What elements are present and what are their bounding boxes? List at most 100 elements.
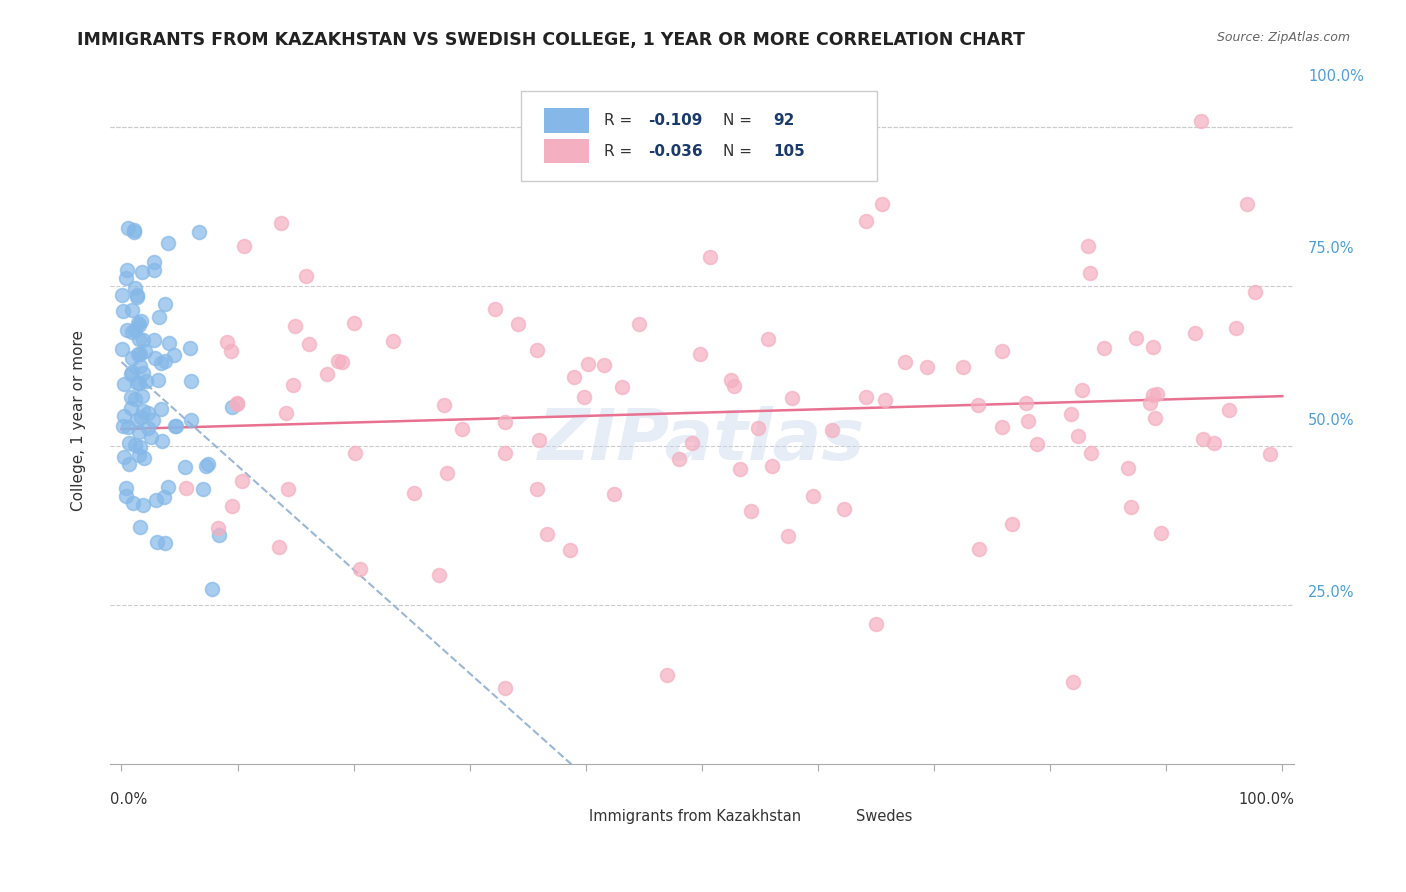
Point [128, 318, 150, 333]
Point [114, 489, 136, 503]
Point [120, 401, 142, 415]
Point [966, 398, 988, 412]
FancyBboxPatch shape [548, 809, 581, 824]
Point [436, 466, 458, 480]
Point [655, 668, 678, 682]
Point [382, 334, 405, 348]
Point [1139, 396, 1161, 410]
Point [225, 397, 247, 411]
Point [122, 225, 145, 239]
Point [527, 434, 550, 448]
Point [1077, 239, 1099, 253]
Point [124, 280, 146, 294]
Point [180, 413, 202, 427]
Point [141, 412, 163, 426]
Point [269, 540, 291, 554]
Point [494, 681, 516, 695]
Point [221, 400, 243, 414]
Point [112, 409, 135, 424]
Point [1080, 446, 1102, 460]
Point [699, 250, 721, 264]
Point [427, 567, 450, 582]
Point [281, 377, 304, 392]
Point [219, 344, 242, 359]
Point [1078, 266, 1101, 280]
Point [967, 542, 990, 557]
Point [124, 438, 146, 452]
Point [1060, 407, 1083, 421]
Point [197, 458, 219, 472]
Point [207, 521, 229, 535]
Point [276, 406, 298, 420]
Point [574, 390, 596, 404]
Point [148, 310, 170, 325]
Text: Immigrants from Kazakhstan: Immigrants from Kazakhstan [589, 809, 801, 823]
Point [870, 197, 893, 211]
Point [112, 450, 135, 465]
Point [1142, 388, 1164, 402]
Point [128, 425, 150, 439]
Point [188, 225, 211, 239]
Point [628, 317, 651, 331]
Point [668, 451, 690, 466]
Point [349, 561, 371, 575]
Point [128, 359, 150, 373]
Point [990, 419, 1012, 434]
Point [801, 489, 824, 503]
Point [157, 335, 180, 350]
Point [231, 474, 253, 488]
Point [132, 367, 155, 381]
Point [1142, 339, 1164, 353]
Point [118, 435, 141, 450]
Point [562, 369, 585, 384]
Point [150, 434, 173, 448]
Point [125, 288, 148, 302]
Point [112, 376, 135, 391]
Point [117, 419, 139, 434]
Point [1204, 436, 1226, 450]
Point [174, 481, 197, 495]
Point [125, 413, 148, 427]
FancyBboxPatch shape [520, 91, 877, 181]
FancyBboxPatch shape [544, 138, 589, 163]
Point [146, 535, 169, 549]
Point [915, 360, 938, 375]
Point [756, 332, 779, 346]
Point [536, 527, 558, 541]
Point [1192, 432, 1215, 446]
Point [180, 374, 202, 388]
Point [226, 395, 249, 409]
Point [720, 373, 742, 387]
Text: -0.109: -0.109 [648, 113, 703, 128]
Point [120, 390, 142, 404]
Point [294, 269, 316, 284]
Point [284, 318, 307, 333]
Point [1258, 447, 1281, 461]
Point [776, 528, 799, 542]
Point [298, 337, 321, 351]
Point [593, 358, 616, 372]
Point [277, 482, 299, 496]
Point [344, 445, 367, 459]
Point [191, 482, 214, 496]
Point [149, 401, 172, 416]
Point [484, 301, 506, 316]
Point [136, 405, 159, 419]
Point [157, 480, 180, 494]
Point [142, 262, 165, 277]
Point [855, 390, 877, 404]
Text: 100.0%: 100.0% [1308, 69, 1364, 84]
Point [132, 403, 155, 417]
Point [1236, 196, 1258, 211]
Point [508, 317, 530, 331]
Point [526, 482, 548, 496]
Point [1189, 113, 1212, 128]
Text: R =: R = [603, 113, 637, 128]
Point [129, 440, 152, 454]
Point [315, 367, 337, 381]
Point [782, 391, 804, 405]
Point [194, 458, 217, 473]
Point [1184, 326, 1206, 340]
Point [834, 502, 856, 516]
Point [328, 354, 350, 368]
